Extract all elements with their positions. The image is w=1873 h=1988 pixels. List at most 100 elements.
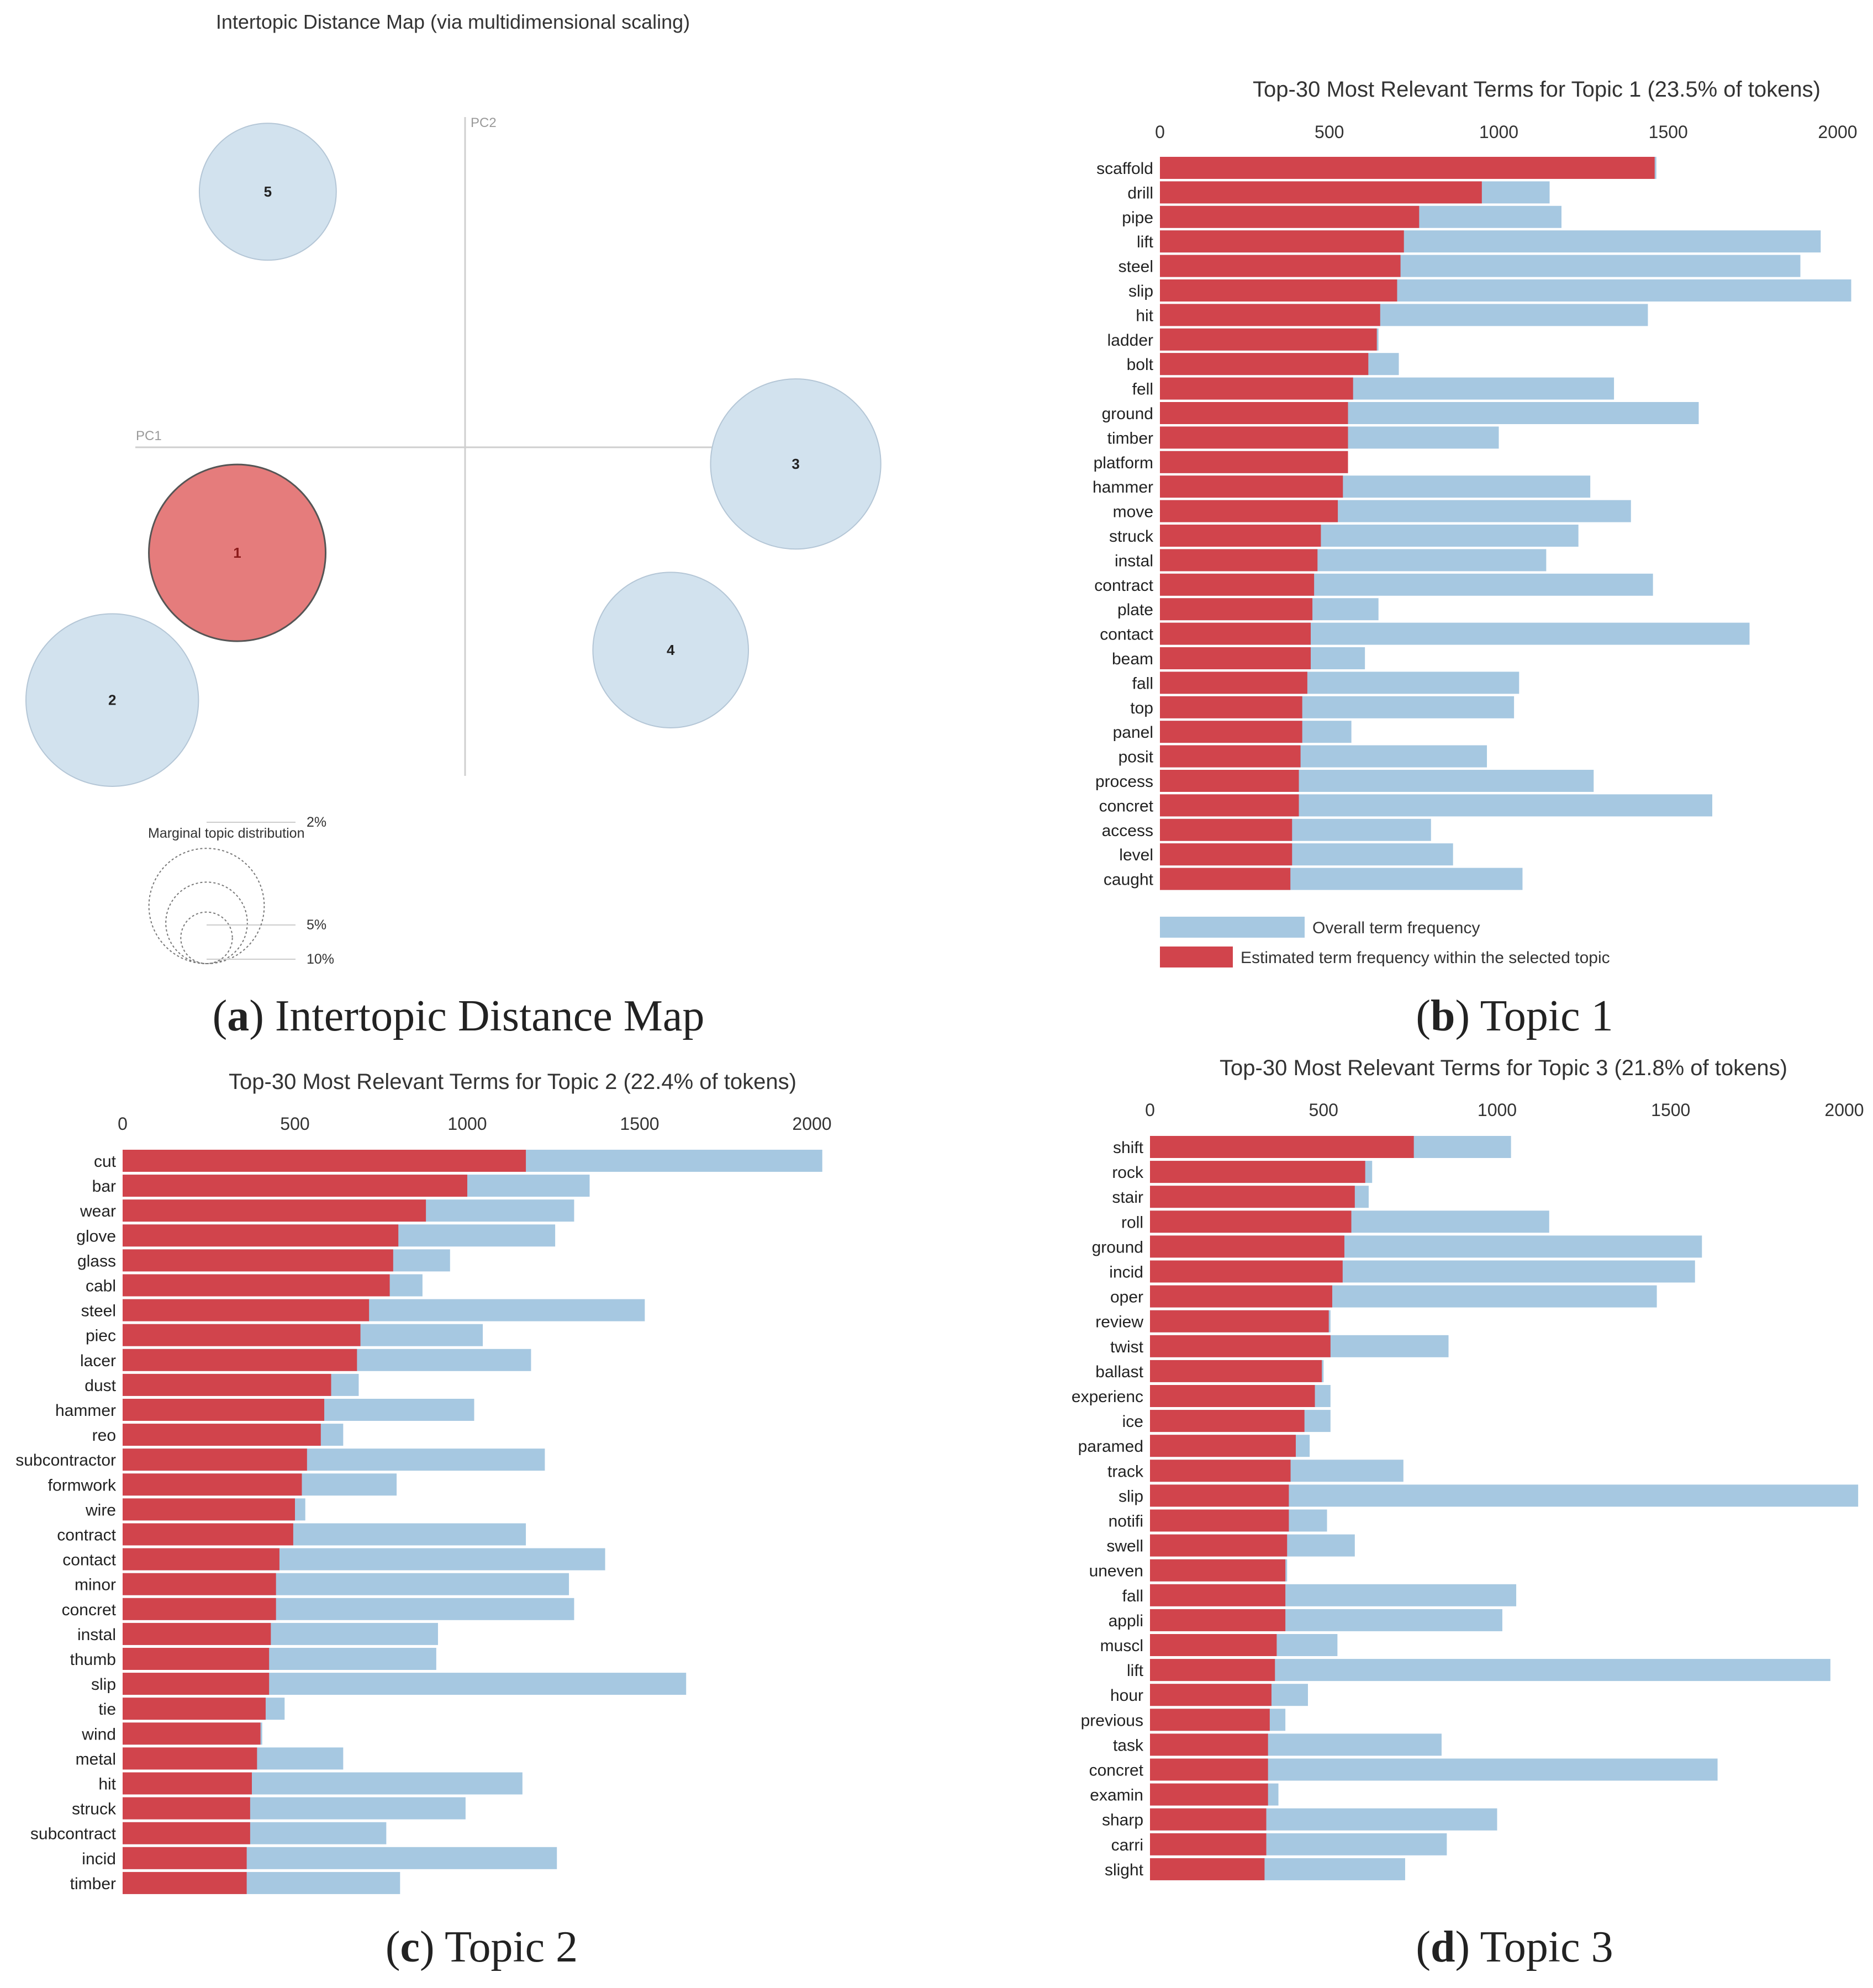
x-axis-ticks: 0 500 1000 1500 2000 <box>1155 122 1857 142</box>
term-label-review: review <box>1095 1313 1143 1331</box>
bar-topic-struck <box>123 1797 250 1820</box>
bar-topic-slip <box>123 1673 270 1695</box>
term-label-swell: swell <box>1106 1537 1143 1556</box>
term-label-previous: previous <box>1081 1711 1143 1730</box>
term-label-incid: incid <box>1109 1263 1143 1282</box>
bar-topic-formwork <box>123 1473 302 1496</box>
bar-topic-contact <box>1160 622 1311 645</box>
term-label-concret: concret <box>62 1601 117 1619</box>
term-label-wire: wire <box>85 1501 116 1519</box>
bar-topic-contact <box>123 1548 279 1571</box>
x-axis-ticks: 0 500 1000 1500 2000 <box>118 1114 831 1134</box>
bar-topic-review <box>1150 1310 1329 1333</box>
caption-d: (d) Topic 3 <box>1416 1923 1613 1971</box>
term-label-contact: contact <box>1100 626 1153 644</box>
bar-topic-concret <box>1160 794 1299 817</box>
x-tick-label-0: 0 <box>1155 122 1165 142</box>
map-title: Intertopic Distance Map (via multidimens… <box>216 10 690 33</box>
term-label-twist: twist <box>1110 1338 1144 1356</box>
term-label-formwork: formwork <box>48 1476 117 1494</box>
caption-b: (b) Topic 1 <box>1416 992 1613 1040</box>
term-label-contract: contract <box>57 1526 116 1545</box>
topic-bubble-3 <box>710 378 882 550</box>
term-label-piec: piec <box>86 1327 116 1345</box>
x-tick-label-1500: 1500 <box>1651 1100 1690 1120</box>
term-label-examin: examin <box>1090 1786 1143 1805</box>
term-label-ballast: ballast <box>1095 1363 1143 1381</box>
bar-topic-fall <box>1160 672 1307 694</box>
bar-topic-timber <box>1160 426 1348 449</box>
term-label-fall: fall <box>1132 674 1153 692</box>
legend-circle-10pct <box>148 848 265 965</box>
term-label-top: top <box>1130 699 1153 717</box>
term-label-struck: struck <box>1109 527 1154 546</box>
bar-topic-lift <box>1150 1659 1275 1682</box>
caption-c: (c) Topic 2 <box>386 1923 578 1971</box>
topic-bubble-label-3: 3 <box>792 456 799 472</box>
x-tick-label-1500: 1500 <box>620 1114 659 1134</box>
bar-topic-beam <box>1160 647 1311 669</box>
term-label-posit: posit <box>1118 748 1154 766</box>
bar-topic-twist <box>1150 1335 1331 1357</box>
bar-topic-bar <box>123 1175 467 1197</box>
x-tick-label-0: 0 <box>1145 1100 1155 1120</box>
term-label-slip: slip <box>1118 1487 1143 1505</box>
x-tick-label-1500: 1500 <box>1649 122 1688 142</box>
term-label-instal: instal <box>1115 552 1153 570</box>
bar-topic-ballast <box>1150 1360 1322 1382</box>
term-label-ground: ground <box>1092 1238 1143 1256</box>
bar-topic-pipe <box>1160 205 1420 228</box>
bar-topic-top <box>1160 696 1302 718</box>
bar-topic-appli <box>1150 1609 1286 1631</box>
term-label-hammer: hammer <box>1093 478 1153 496</box>
bar-topic-experienc <box>1150 1385 1315 1407</box>
x-axis-ticks: 0 500 1000 1500 2000 <box>1145 1100 1864 1120</box>
bar-topic-instal <box>123 1622 271 1645</box>
legend-title: Marginal topic distribution <box>148 826 304 841</box>
bar-topic-shift <box>1150 1136 1414 1158</box>
x-tick-label-1000: 1000 <box>447 1114 487 1134</box>
x-tick-label-2000: 2000 <box>792 1114 831 1134</box>
bar-topic-instal <box>1160 549 1318 572</box>
bar-topic-notifi <box>1150 1509 1289 1532</box>
bar-topic-glass <box>123 1249 393 1272</box>
bar-group: scaffold drill pipe lift steel slip hit ladder b… <box>1093 157 1851 890</box>
term-label-lacer: lacer <box>80 1352 116 1370</box>
bar-topic-concret <box>123 1598 276 1620</box>
bar-topic-swell <box>1150 1534 1288 1557</box>
x-tick-label-500: 500 <box>1309 1100 1338 1120</box>
chart-title: Top-30 Most Relevant Terms for Topic 3 (… <box>1220 1056 1787 1080</box>
term-label-uneven: uneven <box>1089 1562 1143 1580</box>
x-tick-label-2000: 2000 <box>1818 122 1857 142</box>
intertopic-distance-map-panel: Intertopic Distance Map (via multidimens… <box>25 10 882 1040</box>
bar-topic-muscl <box>1150 1634 1277 1656</box>
term-label-contract: contract <box>1094 577 1153 595</box>
term-label-muscl: muscl <box>1100 1637 1143 1655</box>
bar-topic-glove <box>123 1224 399 1247</box>
bar-topic-hit <box>123 1772 252 1795</box>
term-label-ground: ground <box>1102 405 1153 423</box>
legend-circle-2pct <box>180 911 233 965</box>
term-label-contact: contact <box>62 1551 116 1569</box>
legend-swatch-overall <box>1160 917 1305 938</box>
bar-topic-slip <box>1160 279 1397 302</box>
term-label-lift: lift <box>1137 233 1154 251</box>
term-label-timber: timber <box>1107 429 1153 447</box>
bar-topic-reo <box>123 1424 321 1446</box>
term-label-struck: struck <box>72 1800 117 1818</box>
topic-bubble-2 <box>25 613 199 787</box>
term-label-minor: minor <box>75 1576 116 1594</box>
bar-topic-struck <box>1160 525 1321 547</box>
x-tick-label-500: 500 <box>1315 122 1344 142</box>
bar-topic-examin <box>1150 1783 1268 1806</box>
legend-label-2pct: 2% <box>307 815 326 830</box>
term-label-ice: ice <box>1122 1413 1143 1431</box>
topic-1-terms-panel: Top-30 Most Relevant Terms for Topic 1 (… <box>1093 77 1858 1040</box>
bar-topic-wear <box>123 1199 426 1222</box>
term-label-sharp: sharp <box>1102 1811 1143 1830</box>
bar-topic-process <box>1160 770 1299 792</box>
bar-topic-ground <box>1160 402 1348 424</box>
bar-topic-steel <box>1160 255 1401 277</box>
term-label-beam: beam <box>1112 650 1153 668</box>
